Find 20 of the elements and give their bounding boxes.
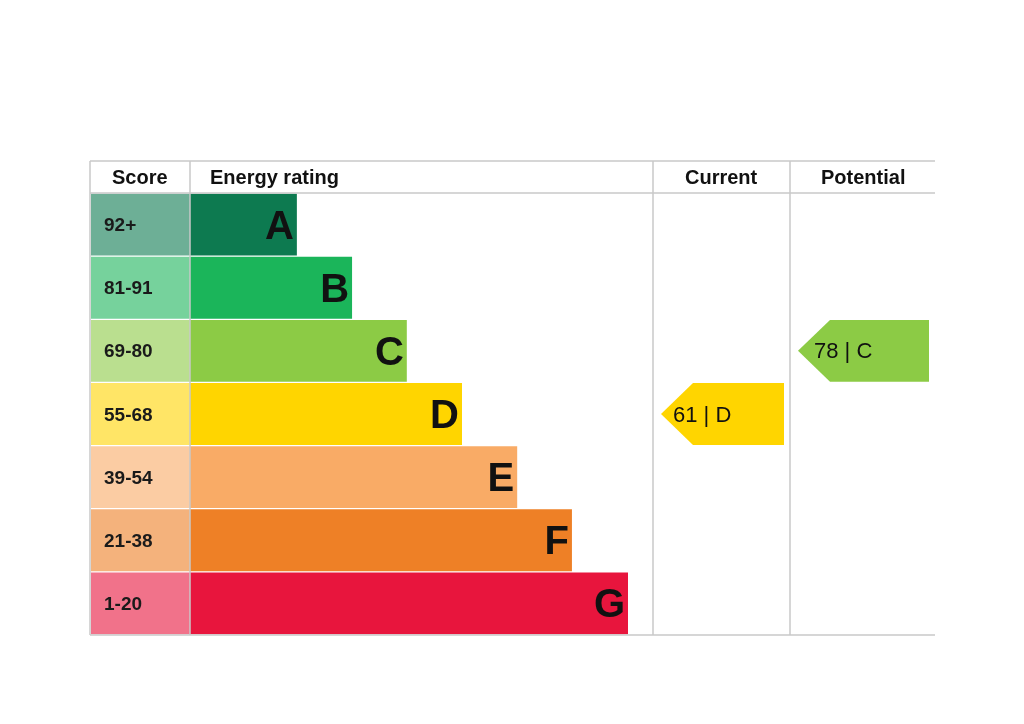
y-tick-label: A xyxy=(264,202,294,247)
text: 21-38 xyxy=(104,530,153,551)
text: 92+ xyxy=(104,214,137,235)
text: 1-20 xyxy=(104,593,143,614)
y-tick-label: C xyxy=(374,328,404,373)
text: Score xyxy=(112,166,168,188)
annotation: Energy rating xyxy=(210,166,339,188)
text: 78 | C xyxy=(814,338,873,363)
text: 39-54 xyxy=(104,467,154,488)
y-tick-label: F xyxy=(544,518,569,563)
y-tick-label: D xyxy=(430,392,459,436)
text: 55-68 xyxy=(104,404,153,425)
y-tick-label: G xyxy=(593,581,625,626)
text: 69-80 xyxy=(104,340,153,361)
text: 61 | D xyxy=(673,402,732,427)
text: Potential xyxy=(821,166,906,188)
text: 81-91 xyxy=(104,277,154,298)
y-tick-label: B xyxy=(320,265,350,310)
text: Current xyxy=(685,166,758,188)
y-tick-label: E xyxy=(487,455,515,500)
